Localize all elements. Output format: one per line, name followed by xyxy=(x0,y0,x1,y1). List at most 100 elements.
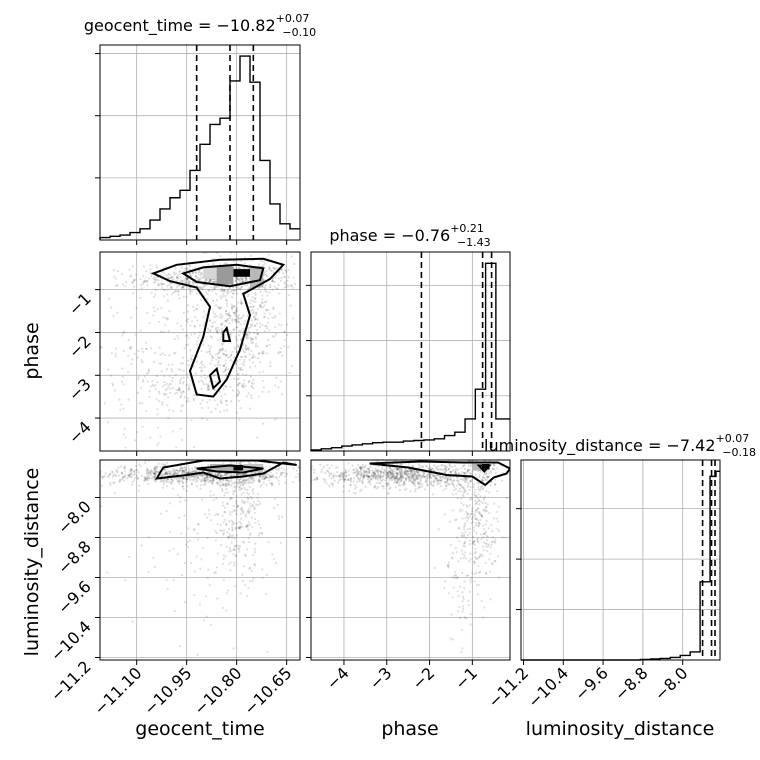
panel-geocent-time-vs-luminosity-distance-point-808 xyxy=(265,476,269,479)
panel-geocent-time-vs-luminosity-distance-point-1036 xyxy=(241,525,244,528)
panel-geocent-time-vs-phase-point-498 xyxy=(197,272,200,275)
panel-geocent-time-vs-luminosity-distance-point-352 xyxy=(263,477,266,481)
panel-geocent-time-vs-luminosity-distance-contour-1 xyxy=(196,464,264,474)
panel-geocent-time-vs-phase-point-286 xyxy=(240,285,243,289)
panel-geocent-time-vs-phase-point-939 xyxy=(193,325,197,328)
panel-geocent-time-vs-phase-point-1117 xyxy=(180,405,183,408)
panel-geocent-time-vs-luminosity-distance-point-694 xyxy=(204,477,207,480)
panel-geocent-time-vs-phase-point-935 xyxy=(235,320,239,323)
panel-phase-vs-luminosity-distance-point-770 xyxy=(394,477,397,480)
panel-geocent-time-vs-luminosity-distance-point-188 xyxy=(264,473,267,476)
panel-geocent-time-vs-luminosity-distance-point-873 xyxy=(247,511,251,514)
panel-geocent-time-vs-phase-point-1497 xyxy=(280,393,283,396)
panel-phase-vs-luminosity-distance-point-223 xyxy=(370,473,373,477)
panel-phase-vs-luminosity-distance-point-167 xyxy=(425,477,429,480)
panel-geocent-time-vs-phase-point-979 xyxy=(251,312,254,315)
panel-geocent-time-vs-luminosity-distance-point-1065 xyxy=(277,518,281,521)
panel-geocent-time-vs-luminosity-distance-point-11 xyxy=(210,477,213,480)
panel-phase-vs-luminosity-distance-point-902 xyxy=(474,494,477,497)
panel-phase-vs-luminosity-distance-point-925 xyxy=(484,501,487,505)
panel-phase-vs-luminosity-distance-point-945 xyxy=(479,495,482,498)
panel-geocent-time-vs-luminosity-distance-point-547 xyxy=(258,475,261,478)
panel-phase-vs-luminosity-distance-point-330 xyxy=(430,480,433,483)
panel-geocent-time-vs-phase-point-767 xyxy=(231,296,234,299)
panel-phase-vs-luminosity-distance-point-281 xyxy=(368,471,371,474)
panel-geocent-time-vs-phase-point-1439 xyxy=(248,358,251,361)
panel-geocent-time-vs-phase-point-606 xyxy=(134,278,137,281)
panel-geocent-time-vs-phase-point-1397 xyxy=(281,354,284,357)
panel-phase-vs-luminosity-distance-point-91 xyxy=(399,463,403,466)
panel-geocent-time-vs-phase-point-1224 xyxy=(147,371,150,374)
panel-geocent-time-vs-luminosity-distance-point-606 xyxy=(247,479,250,482)
panel-geocent-time-vs-phase-point-1066 xyxy=(152,314,155,317)
panel-phase-vs-luminosity-distance-point-1185 xyxy=(463,616,466,619)
panel-phase-vs-luminosity-distance-point-138 xyxy=(365,472,369,475)
panel-geocent-time-vs-phase-point-723 xyxy=(222,364,225,367)
panel-geocent-time-vs-luminosity-distance-point-1104 xyxy=(233,536,237,540)
panel-geocent-time-vs-phase-point-512 xyxy=(146,284,149,287)
panel-phase-vs-luminosity-distance-point-397 xyxy=(411,480,414,483)
panel-geocent-time-vs-luminosity-distance-point-80 xyxy=(274,468,277,471)
panel-geocent-time-vs-luminosity-distance-point-997 xyxy=(235,494,238,498)
panel-geocent-time-vs-phase-point-1264 xyxy=(136,356,139,359)
panel-geocent-time-vs-luminosity-distance-point-126 xyxy=(153,467,157,470)
panel-geocent-time-vs-phase-point-488 xyxy=(189,274,192,277)
panel-phase-vs-luminosity-distance-point-355 xyxy=(403,483,406,486)
panel-geocent-time-vs-phase-point-1307 xyxy=(283,331,286,334)
panel-phase-vs-luminosity-distance-point-186 xyxy=(408,468,411,471)
panel-geocent-time-vs-phase-point-633 xyxy=(207,288,210,292)
panel-phase-vs-luminosity-distance-point-1129 xyxy=(470,510,474,513)
panel-geocent-time-vs-luminosity-distance-point-829 xyxy=(297,466,300,469)
panel-geocent-time-vs-phase-point-1417 xyxy=(268,343,271,347)
panel-phase-vs-luminosity-distance-point-783 xyxy=(350,477,353,480)
panel-geocent-time-vs-phase-point-856 xyxy=(222,388,225,391)
panel-geocent-time-vs-phase-point-1079 xyxy=(208,385,211,388)
panel-phase-vs-luminosity-distance-point-380 xyxy=(388,487,391,491)
panel-phase-vs-luminosity-distance-point-817 xyxy=(360,473,363,476)
panel-geocent-time-vs-luminosity-distance-point-53 xyxy=(281,471,284,475)
panel-geocent-time-vs-luminosity-distance-point-921 xyxy=(230,519,233,522)
panel-geocent-time-vs-phase-point-759 xyxy=(179,368,182,371)
panel-geocent-time-vs-phase-point-347 xyxy=(285,283,288,286)
panel-geocent-time-vs-phase-point-696 xyxy=(235,350,238,354)
panel-geocent-time-vs-luminosity-distance-point-1137 xyxy=(276,503,279,506)
panel-phase-vs-luminosity-distance-point-753 xyxy=(407,477,410,480)
panel-geocent-time-vs-luminosity-distance-point-1045 xyxy=(244,488,247,491)
panel-geocent-time-vs-luminosity-distance-point-795 xyxy=(242,482,246,485)
panel-phase-vs-luminosity-distance-point-631 xyxy=(393,479,397,482)
panel-geocent-time-vs-phase-point-961 xyxy=(224,319,227,322)
panel-phase-vs-luminosity-distance-point-834 xyxy=(415,478,418,481)
panel-phase-vs-luminosity-distance-point-71 xyxy=(375,481,378,484)
panel-phase-vs-luminosity-distance-point-36 xyxy=(378,476,381,479)
panel-phase-vs-luminosity-distance-point-16 xyxy=(352,477,355,480)
panel-geocent-time-vs-phase-point-93 xyxy=(287,276,290,279)
panel-geocent-time-vs-luminosity-distance-point-381 xyxy=(165,471,168,474)
panel-geocent-time-vs-phase-point-1068 xyxy=(170,379,174,383)
panel-geocent-time-vs-luminosity-distance-point-247 xyxy=(156,470,160,473)
panel-geocent-time-vs-phase-contour-1 xyxy=(180,263,265,288)
panel-geocent-time-vs-phase-point-694 xyxy=(220,297,223,300)
panel-phase-vs-luminosity-distance-point-407 xyxy=(407,472,411,475)
panel-phase-vs-luminosity-distance-point-1238 xyxy=(461,610,464,613)
panel-geocent-time-vs-luminosity-distance-point-70 xyxy=(168,480,171,484)
panel-geocent-time-vs-luminosity-distance-point-390 xyxy=(225,479,228,482)
panel-phase-vs-luminosity-distance-point-403 xyxy=(377,481,381,484)
panel-phase-vs-luminosity-distance-point-238 xyxy=(341,474,345,477)
panel-geocent-time-vs-luminosity-distance-point-691 xyxy=(179,466,182,470)
panel-geocent-time-vs-luminosity-distance-point-852 xyxy=(145,475,149,478)
panel-geocent-time-vs-phase-point-1475 xyxy=(219,410,222,414)
panel-phase-vs-luminosity-distance-point-954 xyxy=(480,514,484,518)
panel-phase-vs-luminosity-distance-point-797 xyxy=(446,482,449,485)
panel-geocent-time-vs-phase-point-693 xyxy=(238,382,242,385)
panel-geocent-time-vs-phase-point-991 xyxy=(209,345,213,349)
panel-geocent-time-vs-phase-point-721 xyxy=(248,379,251,383)
panel-phase-vs-luminosity-distance-point-855 xyxy=(375,469,378,472)
panel-geocent-time-vs-phase-point-677 xyxy=(235,307,239,310)
panel-geocent-time-vs-phase-point-722 xyxy=(239,317,242,320)
panel-phase-vs-luminosity-distance-point-602 xyxy=(393,467,396,471)
panel-phase-vs-luminosity-distance-point-776 xyxy=(406,469,409,472)
panel-geocent-time-vs-phase-point-1077 xyxy=(157,320,160,324)
panel-geocent-time-vs-luminosity-distance-point-396 xyxy=(222,474,225,477)
panel-geocent-time-vs-phase-point-1158 xyxy=(208,319,211,323)
panel-geocent-time-vs-luminosity-distance-point-1157 xyxy=(251,505,254,508)
